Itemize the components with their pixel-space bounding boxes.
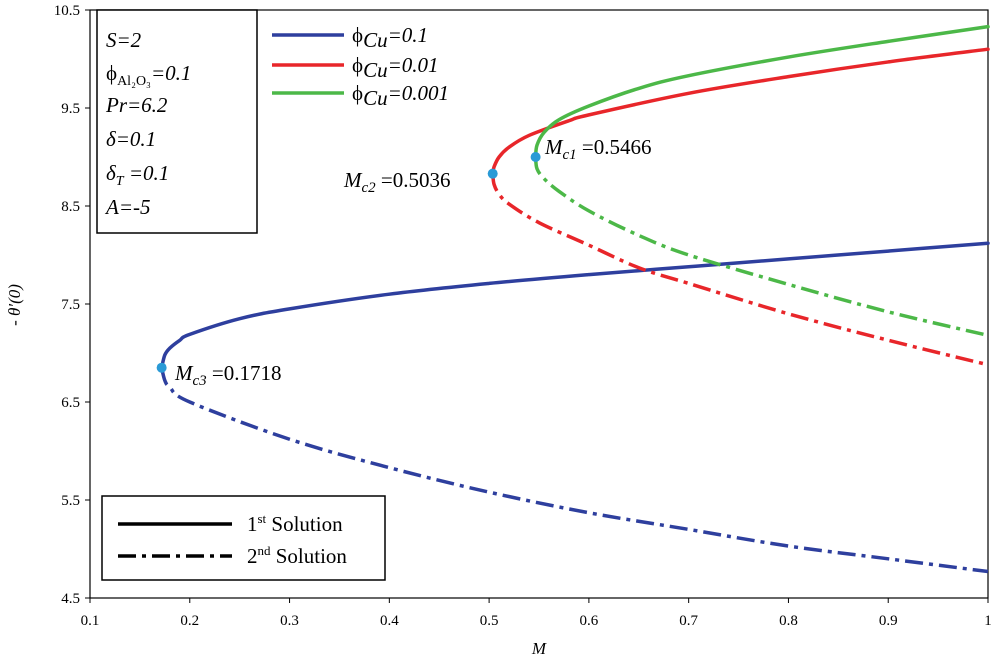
linestyle-legend: 1st Solution 2nd Solution: [101, 495, 386, 581]
x-tick-label: 0.4: [380, 613, 399, 629]
label-mc3: Mc3 =0.1718: [174, 361, 282, 389]
param-a: A=-5: [104, 195, 151, 219]
first-solution-line-0: [159, 241, 990, 370]
series-legend: ϕCu=0.1 ϕCu=0.01 ϕCu=0.001: [272, 23, 449, 110]
legend-label-first-solution: 1st Solution: [247, 511, 343, 536]
first-solution-line-2: [533, 24, 990, 159]
param-s: S=2: [106, 28, 142, 52]
critical-point-1: [487, 168, 498, 179]
curves: [159, 24, 990, 574]
param-delta: δ=0.1: [106, 127, 156, 151]
legend-label-phi-0.1: ϕCu=0.1: [352, 23, 428, 52]
first-solution-line-1: [490, 47, 990, 176]
second-solution-line-2: [533, 156, 989, 338]
x-axis-title: M: [531, 639, 547, 658]
param-delta-t: δT =0.1: [106, 161, 169, 189]
param-pr: Pr=6.2: [105, 93, 168, 117]
critical-points: [156, 152, 541, 373]
y-tick-label: 6.5: [61, 395, 80, 411]
legend-label-phi-0.001: ϕCu=0.001: [352, 81, 449, 110]
second-solution-line-0: [159, 367, 989, 574]
y-axis-title: - θ′(0): [5, 284, 24, 326]
x-tick-label: 0.7: [679, 613, 698, 629]
critical-point-2: [530, 152, 541, 162]
label-mc2: Mc2 =0.5036: [343, 168, 451, 196]
y-tick-label: 10.5: [54, 3, 80, 19]
x-tick-label: 0.6: [580, 613, 599, 629]
legend-label-second-solution: 2nd Solution: [247, 543, 347, 568]
y-tick-label: 4.5: [61, 591, 80, 607]
legend-label-phi-0.01: ϕCu=0.01: [352, 53, 439, 82]
axes: 0.1 0.2 0.3 0.4 0.5 0.6 0.7 0.8 0.9 1 4.5 5.5 6.5 7.5…: [54, 3, 992, 629]
x-tick-label: 0.1: [81, 613, 100, 629]
x-tick-label: 0.8: [779, 613, 798, 629]
x-tick-label: 0.9: [879, 613, 898, 629]
y-tick-label: 5.5: [61, 493, 80, 509]
y-tick-label: 8.5: [61, 199, 80, 215]
label-mc1: Mc1 =0.5466: [544, 135, 652, 163]
x-tick-label: 0.2: [180, 613, 199, 629]
y-tick-label: 9.5: [61, 101, 80, 117]
critical-point-0: [156, 362, 167, 373]
x-tick-label: 0.3: [280, 613, 299, 629]
x-tick-label: 1: [984, 613, 992, 629]
y-tick-label: 7.5: [61, 297, 80, 313]
param-phi-al2o3: ϕAl₂O₃=0.1: [106, 61, 191, 89]
x-tick-label: 0.5: [480, 613, 499, 629]
second-solution-line-1: [490, 173, 989, 367]
parameter-box: S=2 ϕAl₂O₃=0.1 Pr=6.2 δ=0.1 δT =0.1 A=-5: [96, 9, 258, 234]
